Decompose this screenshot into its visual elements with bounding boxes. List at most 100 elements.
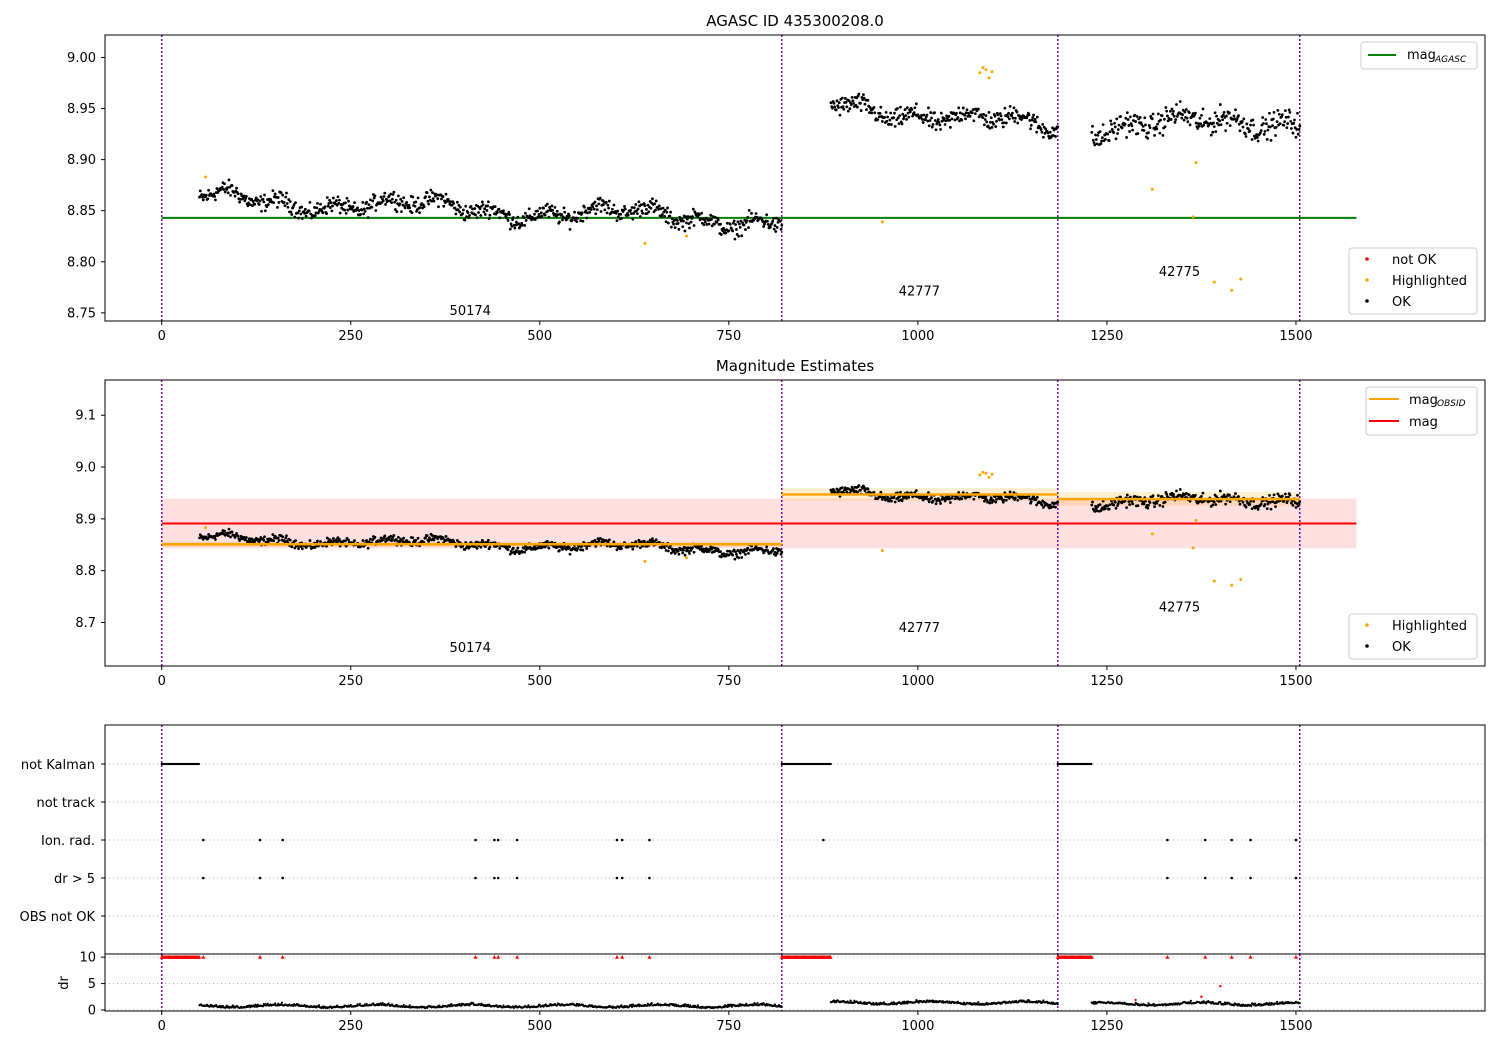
ok-point: [1106, 504, 1110, 508]
ok-point: [299, 212, 303, 216]
dr-point: [882, 1001, 885, 1004]
x-tick-label: 1250: [1090, 329, 1123, 344]
ok-point: [474, 213, 477, 217]
ok-point: [1186, 120, 1190, 124]
ok-point: [1224, 129, 1228, 133]
ok-point: [928, 119, 932, 122]
ok-point: [279, 191, 283, 195]
ok-point: [1147, 123, 1151, 127]
ok-point: [1256, 508, 1260, 511]
ok-point: [964, 496, 967, 500]
ok-point: [961, 106, 965, 110]
ok-point: [1217, 123, 1221, 127]
legend-marker: [1365, 278, 1369, 282]
ok-point: [857, 484, 861, 487]
ok-point: [1008, 105, 1012, 108]
ok-point: [1119, 115, 1122, 118]
obsid-label: 42775: [1159, 265, 1200, 280]
ok-point: [1039, 128, 1043, 132]
ion-rad-point: [281, 838, 284, 842]
ok-point: [634, 203, 638, 206]
legend-box: [1348, 247, 1478, 315]
ok-point: [1263, 129, 1267, 133]
ok-point: [1275, 120, 1279, 124]
ok-point: [859, 488, 862, 492]
ok-point: [299, 545, 303, 548]
dr-point: [538, 1003, 541, 1006]
ok-point: [303, 207, 307, 211]
ok-point: [1029, 127, 1032, 131]
ok-point: [1159, 118, 1163, 122]
x-tick-label: 1500: [1279, 674, 1312, 689]
ok-point: [296, 211, 300, 215]
ok-point: [1295, 502, 1299, 505]
legend-marker: [1365, 299, 1369, 303]
ok-point: [651, 537, 654, 541]
ok-point: [738, 551, 742, 555]
ok-point: [513, 226, 517, 230]
panel2-frame: [104, 379, 1486, 667]
ok-point: [1007, 496, 1011, 500]
ok-point: [1108, 130, 1112, 134]
highlighted-point: [684, 234, 688, 238]
ok-point: [1249, 123, 1252, 127]
ok-point: [581, 548, 585, 552]
ok-point: [398, 539, 402, 543]
ok-point: [681, 551, 685, 555]
ok-point: [425, 534, 429, 538]
ok-point: [204, 193, 208, 197]
ok-point: [1228, 493, 1231, 497]
ok-point: [635, 212, 639, 216]
ok-point: [508, 545, 511, 549]
ok-point: [391, 193, 395, 196]
ok-point: [418, 211, 421, 215]
ok-point: [747, 208, 751, 212]
ok-point: [773, 550, 777, 554]
ok-point: [657, 204, 661, 208]
ok-point: [979, 113, 983, 117]
ok-point: [475, 216, 479, 220]
ok-point: [258, 199, 262, 203]
panel4-plot-area: 0 5 10 0 250 500 750 1000 1250 1500: [79, 951, 1485, 1034]
ok-point: [1041, 122, 1045, 126]
y-tick-label: 8.85: [67, 204, 96, 219]
ok-point: [1147, 503, 1150, 507]
ok-point: [1125, 111, 1129, 115]
ok-point: [605, 211, 609, 215]
ok-point: [429, 188, 433, 192]
ok-point: [896, 106, 899, 110]
dr-point: [253, 1005, 256, 1008]
ok-point: [498, 546, 502, 550]
ok-point: [872, 106, 876, 109]
ok-point: [1155, 501, 1159, 505]
ok-point: [1109, 119, 1113, 123]
ok-point: [597, 202, 601, 206]
ok-point: [366, 546, 370, 550]
ok-point: [950, 496, 954, 500]
ok-point: [230, 530, 234, 534]
ok-point: [989, 498, 992, 502]
ok-point: [343, 208, 347, 212]
ok-point: [411, 536, 415, 540]
ok-point: [233, 536, 237, 539]
ok-point: [607, 199, 611, 203]
ok-point: [831, 106, 834, 110]
dr-point: [460, 1004, 463, 1007]
ok-point: [747, 551, 750, 555]
ok-point: [1029, 500, 1033, 503]
ok-point: [990, 126, 994, 129]
dr-point: [1298, 1002, 1301, 1005]
ok-point: [721, 229, 725, 233]
ok-point: [366, 216, 370, 219]
ok-point: [1278, 122, 1282, 126]
ok-point: [685, 217, 689, 221]
ok-point: [1272, 110, 1276, 114]
ok-point: [934, 502, 938, 506]
ok-point: [1200, 113, 1203, 117]
ion-rad-point: [515, 838, 519, 842]
ok-point: [927, 500, 931, 504]
y-tick-label: 8.90: [67, 153, 96, 168]
dr-gt5-point: [1230, 876, 1233, 880]
ok-point: [328, 206, 332, 209]
dr-point: [468, 1004, 471, 1007]
